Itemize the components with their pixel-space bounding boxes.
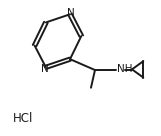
Text: N: N [67, 8, 75, 18]
Text: NH: NH [117, 64, 132, 74]
Text: N: N [41, 64, 49, 74]
Text: HCl: HCl [13, 112, 33, 125]
